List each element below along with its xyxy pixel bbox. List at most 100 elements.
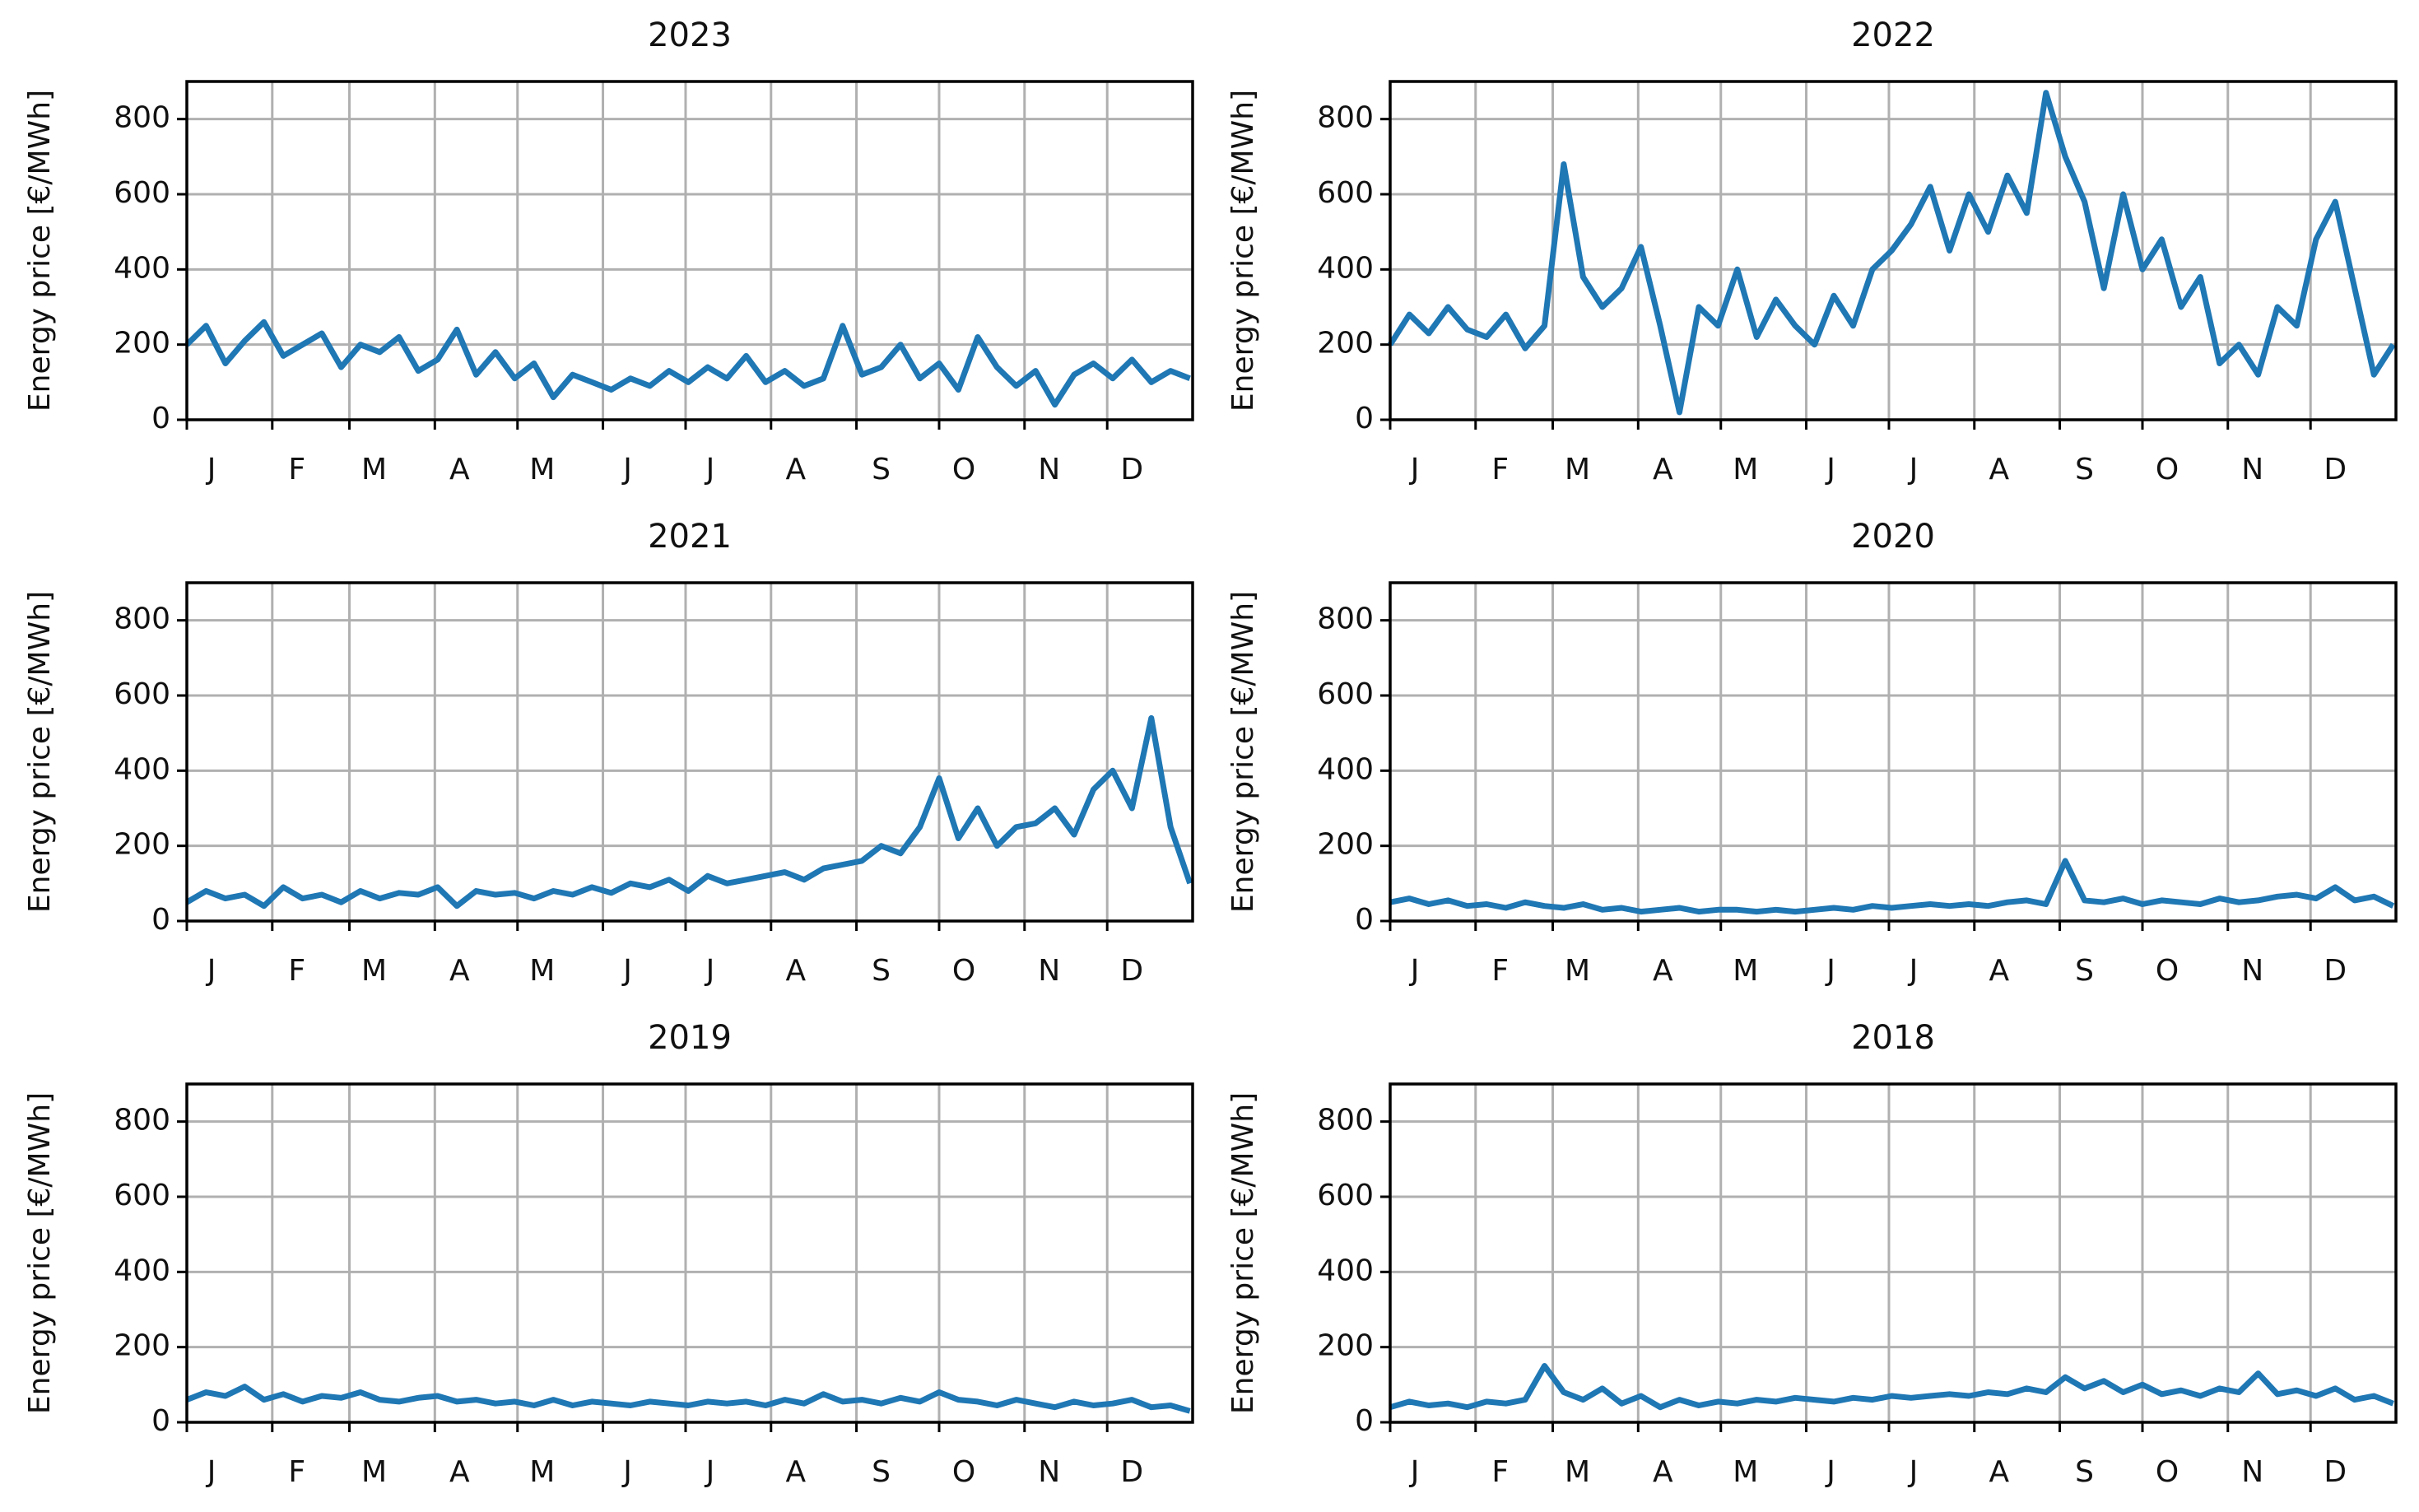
y-tick-label: 400 [114, 251, 170, 285]
y-tick-label: 400 [114, 752, 170, 786]
x-tick-label: O [2156, 453, 2179, 486]
y-tick-label: 600 [114, 677, 170, 711]
x-tick-label: N [2241, 453, 2263, 486]
x-tick-label: S [2075, 954, 2094, 988]
y-axis-label: Energy price [€/MWh] [1226, 90, 1260, 412]
y-tick-label: 0 [151, 903, 170, 937]
x-tick-label: M [361, 453, 387, 486]
x-tick-label: O [952, 1455, 975, 1489]
y-tick-label: 800 [114, 1104, 170, 1137]
x-tick-label: M [529, 954, 555, 988]
x-tick-label: J [1825, 954, 1835, 988]
x-tick-label: A [449, 1455, 470, 1489]
chart-title: 2020 [1851, 518, 1935, 556]
y-tick-label: 200 [1317, 1329, 1374, 1363]
x-tick-label: F [1491, 954, 1509, 988]
x-tick-label: J [1908, 954, 1919, 988]
x-tick-label: F [288, 1455, 305, 1489]
y-tick-label: 200 [1317, 828, 1374, 862]
y-tick-label: 400 [1317, 251, 1374, 285]
x-tick-label: M [361, 954, 387, 988]
axes-frame [1389, 1082, 2398, 1424]
x-tick-label: J [206, 1455, 216, 1489]
x-tick-label: N [1038, 1455, 1060, 1489]
x-tick-label: M [361, 1455, 387, 1489]
x-tick-label: O [2156, 1455, 2179, 1489]
axes-frame [1389, 80, 2398, 421]
price-line [1389, 858, 2395, 915]
x-tick-label: S [872, 453, 891, 486]
y-tick-label: 800 [114, 602, 170, 636]
x-tick-label: D [2324, 1455, 2347, 1489]
x-tick-label: A [785, 954, 806, 988]
price-line [185, 714, 1193, 910]
price-line [185, 1384, 1191, 1414]
x-tick-label: J [1409, 1455, 1420, 1489]
y-tick-label: 0 [151, 402, 170, 435]
y-tick-label: 200 [114, 1329, 170, 1363]
x-tick-label: M [1733, 954, 1758, 988]
y-tick-label: 0 [151, 1404, 170, 1438]
x-tick-label: A [449, 954, 470, 988]
x-tick-label: S [872, 954, 891, 988]
chart-title: 2019 [648, 1019, 732, 1057]
x-tick-label: A [1653, 954, 1673, 988]
y-axis-label: Energy price [€/MWh] [1226, 1092, 1260, 1414]
y-tick-label: 600 [114, 176, 170, 210]
x-tick-label: A [1989, 1455, 2009, 1489]
y-tick-label: 0 [1355, 903, 1374, 937]
y-tick-label: 800 [1317, 101, 1374, 135]
x-tick-label: A [785, 1455, 806, 1489]
price-line [184, 319, 1191, 408]
x-tick-label: J [206, 954, 216, 988]
x-tick-label: D [1120, 954, 1143, 988]
x-tick-label: N [2241, 954, 2263, 988]
x-tick-label: F [1491, 1455, 1509, 1489]
y-tick-label: 200 [114, 327, 170, 361]
y-tick-label: 200 [114, 828, 170, 862]
x-tick-label: J [621, 954, 632, 988]
x-tick-label: M [1565, 1455, 1590, 1489]
y-tick-label: 400 [1317, 1254, 1374, 1287]
axes-frame [1389, 581, 2398, 923]
chart-title: 2022 [1851, 16, 1935, 54]
y-tick-label: 800 [1317, 1104, 1374, 1137]
x-tick-label: M [1565, 453, 1590, 486]
x-tick-label: J [1825, 453, 1835, 486]
x-tick-label: D [2324, 954, 2347, 988]
x-tick-label: D [1120, 453, 1143, 486]
x-tick-label: O [2156, 954, 2179, 988]
x-tick-label: A [1653, 1455, 1673, 1489]
y-tick-label: 400 [1317, 752, 1374, 786]
x-tick-label: N [1038, 954, 1060, 988]
x-tick-label: J [705, 1455, 715, 1489]
x-tick-label: M [1733, 1455, 1758, 1489]
price-line [1389, 1363, 2394, 1411]
axes-frame [185, 80, 1194, 421]
x-tick-label: M [1733, 453, 1758, 486]
y-axis-label: Energy price [€/MWh] [1226, 591, 1260, 913]
x-tick-label: S [2075, 1455, 2094, 1489]
y-tick-label: 0 [1355, 1404, 1374, 1438]
y-tick-label: 800 [114, 101, 170, 135]
x-tick-label: A [1653, 453, 1673, 486]
x-tick-label: A [1989, 954, 2009, 988]
x-tick-label: O [952, 954, 975, 988]
x-tick-label: M [529, 453, 555, 486]
axes-frame [185, 581, 1194, 923]
y-axis-label: Energy price [€/MWh] [23, 90, 57, 412]
x-tick-label: F [288, 954, 305, 988]
x-tick-label: M [529, 1455, 555, 1489]
x-tick-label: J [1409, 453, 1420, 486]
x-tick-label: A [1989, 453, 2009, 486]
x-tick-label: O [952, 453, 975, 486]
y-tick-label: 0 [1355, 402, 1374, 435]
x-tick-label: J [1409, 954, 1420, 988]
y-tick-label: 600 [1317, 677, 1374, 711]
y-tick-label: 200 [1317, 327, 1374, 361]
x-tick-label: J [1908, 1455, 1919, 1489]
x-tick-label: J [1825, 1455, 1835, 1489]
x-tick-label: M [1565, 954, 1590, 988]
x-tick-label: F [288, 453, 305, 486]
